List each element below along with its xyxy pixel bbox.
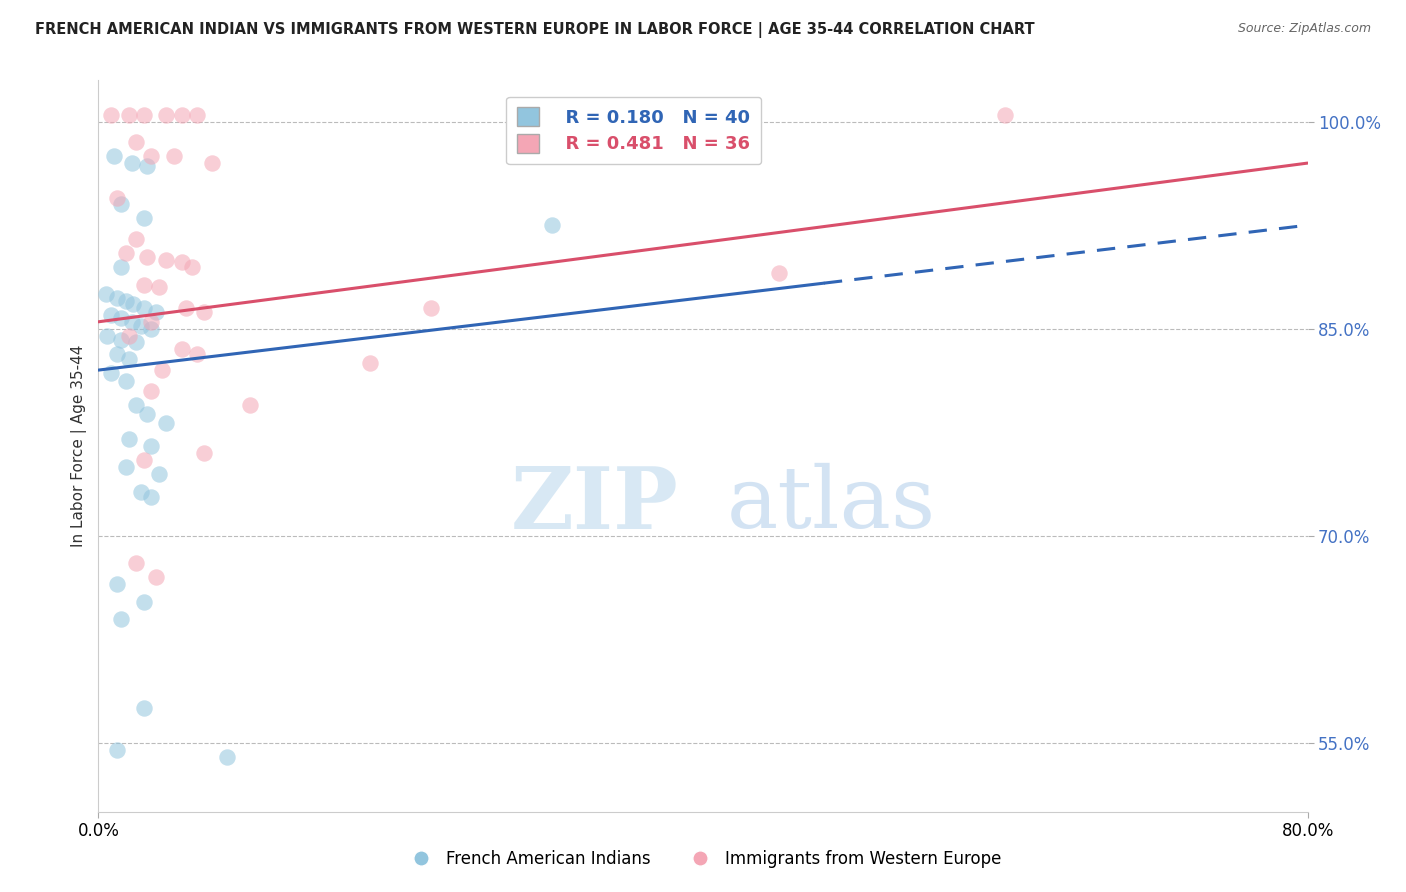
Point [170,343,193,357]
Point [193,446,215,460]
Point [132,108,155,122]
Point [150,363,173,377]
Point [420,301,443,315]
Point [155,108,177,122]
Point [110,611,132,625]
Point [148,467,170,481]
Point [145,305,167,319]
Point [148,280,170,294]
Text: ZIP: ZIP [510,463,679,547]
Point [118,432,141,446]
Point [96,328,118,343]
Legend: French American Indians, Immigrants from Western Europe: French American Indians, Immigrants from… [398,844,1008,875]
Point [110,260,132,274]
Point [105,291,128,305]
Point [94,287,117,301]
Point [141,315,163,329]
Point [141,439,163,453]
Point [360,356,382,370]
Point [215,749,238,764]
Point [163,149,186,163]
Point [100,366,122,380]
Point [181,260,204,274]
Point [100,308,122,322]
Point [132,211,155,226]
Text: atlas: atlas [727,463,936,546]
Point [110,310,132,325]
Point [114,374,136,388]
Point [768,267,790,281]
Point [118,328,141,343]
Point [135,159,157,173]
Point [540,218,562,232]
Point [174,301,197,315]
Point [155,252,177,267]
Point [186,346,208,360]
Point [135,407,157,421]
Point [125,398,148,412]
Point [110,333,132,347]
Point [201,156,224,170]
Point [100,108,122,122]
Point [239,398,262,412]
Point [114,459,136,474]
Point [118,108,141,122]
Point [114,294,136,309]
Point [129,484,152,499]
Point [132,701,155,715]
Point [125,232,148,246]
Legend:   R = 0.180   N = 40,   R = 0.481   N = 36: R = 0.180 N = 40, R = 0.481 N = 36 [506,96,761,164]
Point [121,315,143,329]
Point [155,416,177,430]
Point [170,108,193,122]
Point [193,305,215,319]
Point [141,384,163,398]
Point [170,255,193,269]
Point [105,191,128,205]
Point [118,352,141,367]
Point [110,197,132,211]
Point [129,318,152,333]
Point [145,570,167,584]
Point [105,742,128,756]
Point [105,577,128,591]
Point [125,335,148,350]
Point [105,346,128,360]
Point [141,321,163,335]
Point [135,250,157,264]
Text: Source: ZipAtlas.com: Source: ZipAtlas.com [1237,22,1371,36]
Text: FRENCH AMERICAN INDIAN VS IMMIGRANTS FROM WESTERN EUROPE IN LABOR FORCE | AGE 35: FRENCH AMERICAN INDIAN VS IMMIGRANTS FRO… [35,22,1035,38]
Point [103,149,125,163]
Point [141,490,163,504]
Point [114,245,136,260]
Point [132,452,155,467]
Point [122,297,145,311]
Point [994,108,1017,122]
Point [121,156,143,170]
Point [125,557,148,571]
Point [132,301,155,315]
Point [186,108,208,122]
Point [125,136,148,150]
Point [132,277,155,292]
Point [132,595,155,609]
Point [141,149,163,163]
Y-axis label: In Labor Force | Age 35-44: In Labor Force | Age 35-44 [72,345,87,547]
